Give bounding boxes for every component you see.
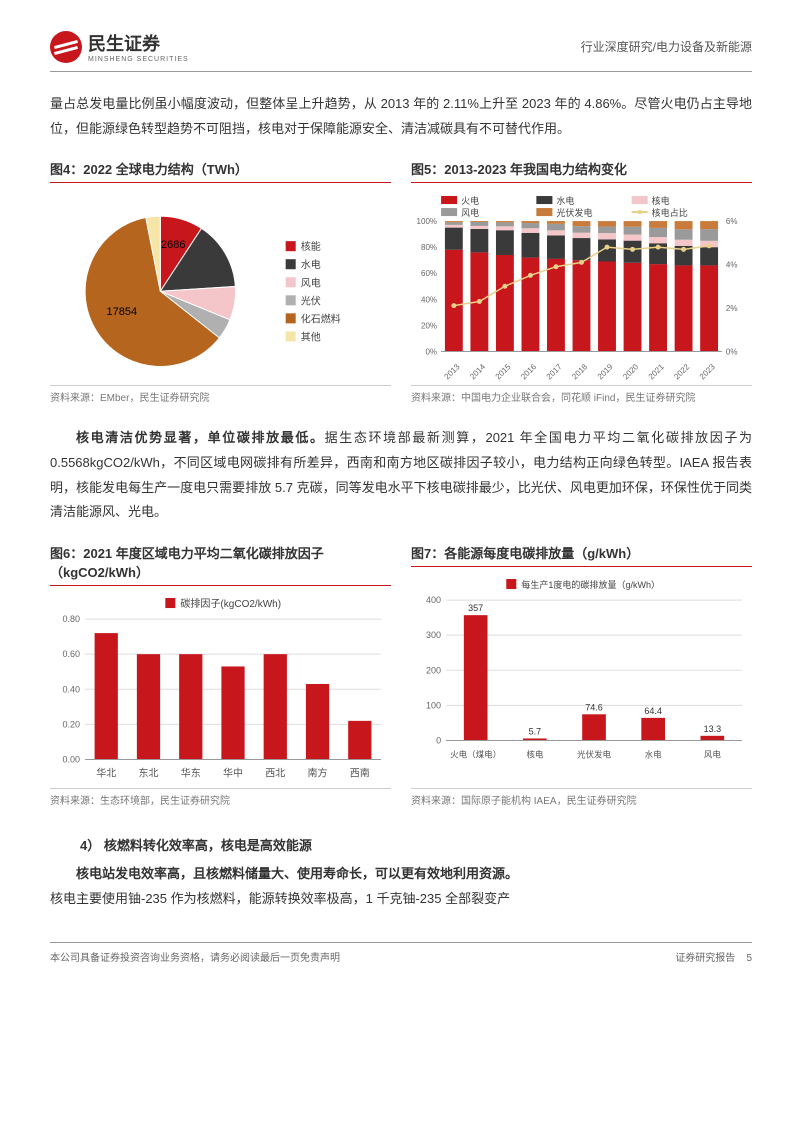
svg-text:2019: 2019 bbox=[596, 362, 615, 381]
svg-text:0.80: 0.80 bbox=[63, 614, 81, 624]
body-paragraph-2: 核电清洁优势显著，单位碳排放最低。据生态环境部最新测算，2021 年全国电力平均… bbox=[50, 426, 752, 525]
svg-text:60%: 60% bbox=[421, 270, 437, 279]
svg-text:每生产1度电的碳排放量（g/kWh）: 每生产1度电的碳排放量（g/kWh） bbox=[521, 579, 660, 590]
svg-text:南方: 南方 bbox=[308, 767, 328, 780]
header-category: 行业深度研究/电力设备及新能源 bbox=[581, 38, 752, 55]
svg-text:西南: 西南 bbox=[350, 767, 370, 780]
body-paragraph-3: 核电站发电效率高，且核燃料储量大、使用寿命长，可以更有效地利用资源。核电主要使用… bbox=[50, 862, 752, 911]
svg-text:核电占比: 核电占比 bbox=[652, 207, 688, 218]
svg-text:核电: 核电 bbox=[652, 195, 670, 206]
section-4-heading: 4） 核燃料转化效率高，核电是高效能源 bbox=[80, 835, 752, 854]
svg-text:4%: 4% bbox=[726, 261, 738, 270]
svg-text:40%: 40% bbox=[421, 296, 437, 305]
fig6-title: 图6：2021 年度区域电力平均二氧化碳排放因子（kgCO2/kWh） bbox=[50, 543, 391, 586]
page-footer: 本公司具备证券投资咨询业务资格，请务必阅读最后一页免责声明 证券研究报告 5 bbox=[50, 942, 752, 964]
svg-text:0.00: 0.00 bbox=[63, 755, 81, 765]
svg-text:0%: 0% bbox=[425, 348, 437, 357]
svg-text:74.6: 74.6 bbox=[585, 702, 603, 712]
svg-text:光伏发电: 光伏发电 bbox=[577, 750, 612, 760]
svg-text:火电（煤电）: 火电（煤电） bbox=[450, 750, 501, 760]
figure-4: 图4：2022 全球电力结构（TWh） 核能水电风电光伏化石燃料其他 2686 17… bbox=[50, 159, 391, 381]
logo-icon bbox=[50, 31, 82, 63]
fig4-title: 图4：2022 全球电力结构（TWh） bbox=[50, 159, 391, 183]
svg-text:13.3: 13.3 bbox=[704, 724, 722, 734]
svg-text:水电: 水电 bbox=[556, 195, 574, 206]
figure-7: 图7：各能源每度电碳排放量（g/kWh） 每生产1度电的碳排放量（g/kWh） 0… bbox=[411, 543, 752, 784]
fig5-source: 资料来源：中国电力企业联合会，同花顺 iFind，民生证券研究院 bbox=[411, 385, 752, 404]
footer-right: 证券研究报告 bbox=[675, 953, 735, 964]
svg-text:2%: 2% bbox=[726, 304, 738, 313]
svg-text:风电: 风电 bbox=[461, 207, 479, 218]
svg-text:华东: 华东 bbox=[181, 767, 201, 780]
svg-text:火电: 火电 bbox=[461, 195, 479, 206]
svg-text:64.4: 64.4 bbox=[644, 706, 662, 716]
svg-text:400: 400 bbox=[426, 595, 441, 605]
svg-text:核电: 核电 bbox=[526, 750, 544, 760]
svg-text:2013: 2013 bbox=[443, 362, 462, 381]
svg-text:200: 200 bbox=[426, 665, 441, 675]
svg-text:0%: 0% bbox=[726, 348, 738, 357]
fig7-title: 图7：各能源每度电碳排放量（g/kWh） bbox=[411, 543, 752, 567]
svg-text:0.60: 0.60 bbox=[63, 649, 81, 659]
brand-sub: MINSHENG SECURITIES bbox=[88, 56, 189, 63]
svg-text:碳排因子(kgCO2/kWh): 碳排因子(kgCO2/kWh) bbox=[180, 597, 281, 610]
svg-text:光伏发电: 光伏发电 bbox=[556, 207, 592, 218]
para3-text: 核电主要使用铀-235 作为核燃料，能源转换效率极高，1 千克铀-235 全部裂… bbox=[50, 891, 510, 906]
svg-text:核能: 核能 bbox=[301, 241, 321, 254]
svg-text:100: 100 bbox=[426, 701, 441, 711]
fig5-title: 图5：2013-2023 年我国电力结构变化 bbox=[411, 159, 752, 183]
logo-area: 民生证券 MINSHENG SECURITIES bbox=[50, 30, 189, 63]
svg-text:水电: 水电 bbox=[645, 750, 663, 760]
page-header: 民生证券 MINSHENG SECURITIES 行业深度研究/电力设备及新能源 bbox=[50, 30, 752, 72]
svg-text:5.7: 5.7 bbox=[529, 727, 542, 737]
fig4-source: 资料来源：EMber，民生证券研究院 bbox=[50, 385, 391, 404]
fig7-source: 资料来源：国际原子能机构 IAEA，民生证券研究院 bbox=[411, 788, 752, 807]
svg-text:风电: 风电 bbox=[704, 750, 722, 760]
brand-name: 民生证券 bbox=[88, 30, 189, 56]
svg-text:2014: 2014 bbox=[468, 362, 487, 381]
svg-text:17854: 17854 bbox=[106, 306, 137, 318]
svg-text:其他: 其他 bbox=[301, 331, 321, 344]
svg-text:2020: 2020 bbox=[621, 362, 640, 381]
svg-text:2023: 2023 bbox=[698, 362, 717, 381]
svg-text:化石燃料: 化石燃料 bbox=[301, 313, 341, 326]
svg-text:华中: 华中 bbox=[223, 767, 243, 780]
page-number: 5 bbox=[746, 953, 752, 964]
svg-text:2686: 2686 bbox=[161, 239, 186, 251]
fig6-source: 资料来源：生态环境部，民生证券研究院 bbox=[50, 788, 391, 807]
svg-text:2022: 2022 bbox=[672, 362, 691, 381]
svg-text:0.20: 0.20 bbox=[63, 720, 81, 730]
svg-text:风电: 风电 bbox=[301, 277, 321, 290]
svg-text:西北: 西北 bbox=[265, 768, 285, 780]
svg-text:80%: 80% bbox=[421, 244, 437, 253]
svg-text:100%: 100% bbox=[417, 217, 438, 226]
svg-text:华北: 华北 bbox=[96, 767, 116, 780]
svg-text:20%: 20% bbox=[421, 322, 437, 331]
svg-text:300: 300 bbox=[426, 630, 441, 640]
body-paragraph-1: 量占总发电量比例虽小幅度波动，但整体呈上升趋势，从 2013 年的 2.11%上… bbox=[50, 92, 752, 141]
figure-6: 图6：2021 年度区域电力平均二氧化碳排放因子（kgCO2/kWh） 碳排因子… bbox=[50, 543, 391, 784]
svg-text:0: 0 bbox=[436, 736, 441, 746]
para2-bold: 核电清洁优势显著，单位碳排放最低。 bbox=[76, 430, 325, 445]
svg-text:0.40: 0.40 bbox=[63, 684, 81, 694]
svg-text:6%: 6% bbox=[726, 217, 738, 226]
para3-bold: 核电站发电效率高，且核燃料储量大、使用寿命长，可以更有效地利用资源。 bbox=[76, 866, 518, 881]
svg-text:357: 357 bbox=[468, 603, 483, 613]
svg-text:2021: 2021 bbox=[647, 362, 666, 381]
svg-text:水电: 水电 bbox=[301, 259, 321, 272]
footer-left: 本公司具备证券投资咨询业务资格，请务必阅读最后一页免责声明 bbox=[50, 949, 340, 964]
svg-text:2018: 2018 bbox=[570, 362, 589, 381]
figure-5: 图5：2013-2023 年我国电力结构变化 火电 水电 核电风电 光伏发电 核电占比 0… bbox=[411, 159, 752, 381]
svg-text:光伏: 光伏 bbox=[301, 295, 321, 308]
svg-text:东北: 东北 bbox=[138, 767, 158, 780]
svg-text:2017: 2017 bbox=[545, 362, 564, 381]
svg-text:2015: 2015 bbox=[494, 362, 513, 381]
svg-text:2016: 2016 bbox=[519, 362, 538, 381]
